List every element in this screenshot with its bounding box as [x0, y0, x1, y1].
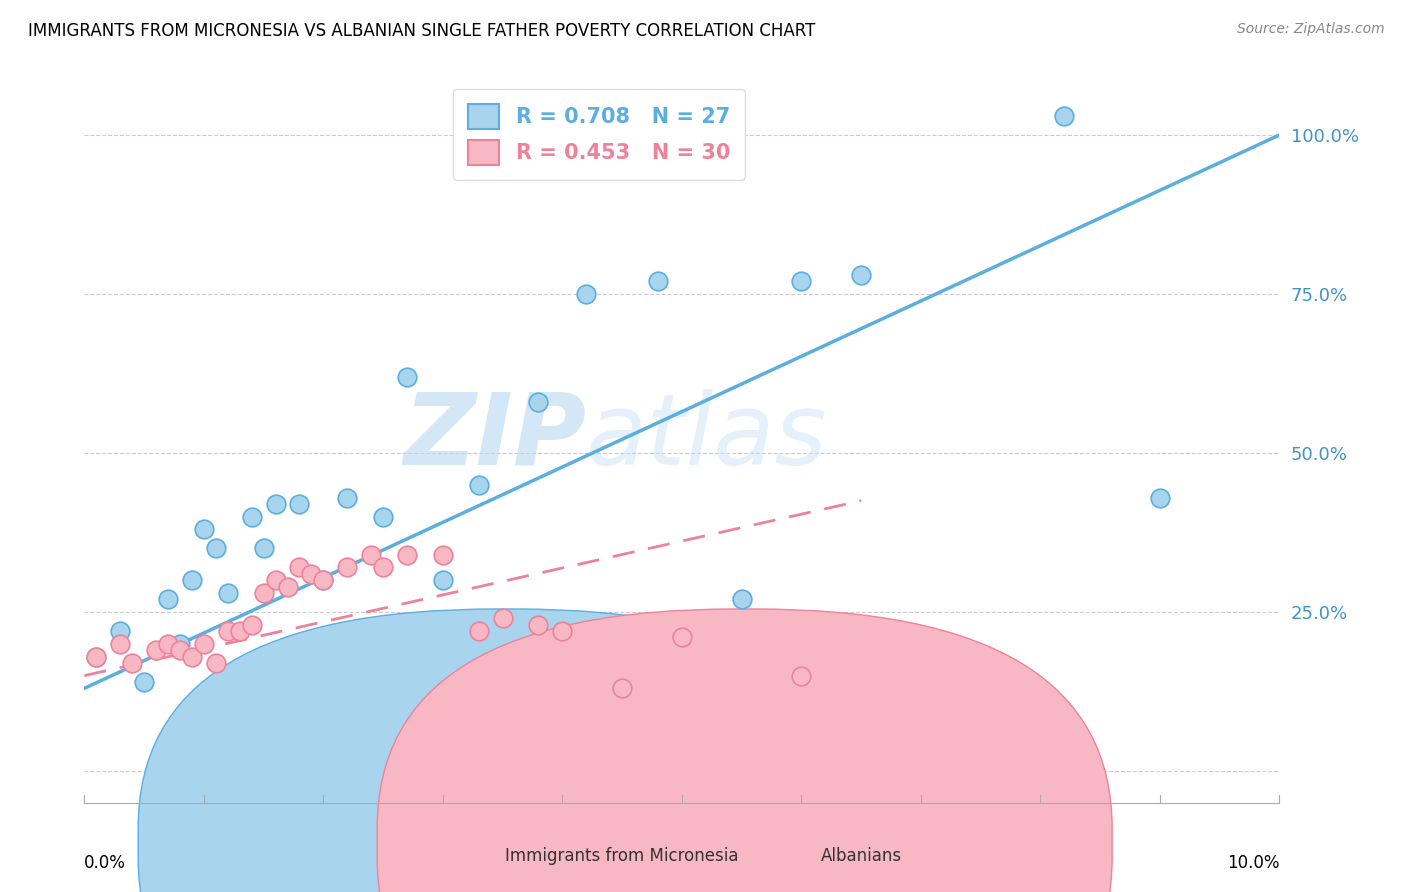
Point [373, 560, 395, 574]
Point [157, 592, 180, 607]
Point [527, 395, 550, 409]
Point [217, 586, 239, 600]
Point [492, 611, 515, 625]
Point [169, 637, 191, 651]
Text: ZIP: ZIP [404, 389, 586, 485]
Point [253, 541, 276, 556]
Text: Albanians: Albanians [821, 847, 901, 864]
Point [612, 681, 634, 696]
Point [193, 637, 215, 651]
Point [205, 541, 228, 556]
Point [301, 566, 323, 581]
Point [253, 586, 276, 600]
Point [312, 573, 335, 587]
Point [1053, 109, 1076, 123]
Point [288, 560, 311, 574]
Point [432, 573, 454, 587]
Point [396, 548, 419, 562]
Point [157, 637, 180, 651]
Point [132, 675, 156, 690]
Text: atlas: atlas [586, 389, 828, 485]
Point [336, 491, 359, 505]
Point [527, 617, 550, 632]
Point [240, 617, 263, 632]
FancyBboxPatch shape [377, 609, 1112, 892]
Text: IMMIGRANTS FROM MICRONESIA VS ALBANIAN SINGLE FATHER POVERTY CORRELATION CHART: IMMIGRANTS FROM MICRONESIA VS ALBANIAN S… [28, 22, 815, 40]
Point [851, 268, 873, 282]
Point [181, 649, 204, 664]
Point [312, 573, 335, 587]
Point [1149, 491, 1171, 505]
Point [110, 637, 132, 651]
FancyBboxPatch shape [138, 609, 873, 892]
Point [575, 287, 598, 301]
Point [468, 477, 491, 491]
Point [336, 560, 359, 574]
Point [121, 656, 143, 670]
Point [277, 580, 299, 594]
Point [169, 643, 191, 657]
Point [731, 592, 754, 607]
Point [671, 631, 693, 645]
Point [468, 624, 491, 638]
Text: 0.0%: 0.0% [84, 854, 127, 871]
Point [790, 668, 813, 682]
Text: 10.0%: 10.0% [1227, 854, 1279, 871]
Point [110, 624, 132, 638]
Point [228, 624, 252, 638]
Point [86, 649, 108, 664]
Point [432, 548, 454, 562]
Point [790, 274, 813, 288]
Point [288, 497, 311, 511]
Point [193, 522, 215, 536]
Point [217, 624, 239, 638]
Point [551, 624, 574, 638]
Point [181, 573, 204, 587]
Legend: R = 0.708   N = 27, R = 0.453   N = 30: R = 0.708 N = 27, R = 0.453 N = 30 [453, 89, 745, 179]
Point [373, 509, 395, 524]
Text: Source: ZipAtlas.com: Source: ZipAtlas.com [1237, 22, 1385, 37]
Point [240, 509, 263, 524]
Point [396, 369, 419, 384]
Point [360, 548, 382, 562]
Point [264, 573, 287, 587]
Point [264, 497, 287, 511]
Point [205, 656, 228, 670]
Point [647, 274, 669, 288]
Text: Immigrants from Micronesia: Immigrants from Micronesia [505, 847, 740, 864]
Point [145, 643, 167, 657]
Point [86, 649, 108, 664]
